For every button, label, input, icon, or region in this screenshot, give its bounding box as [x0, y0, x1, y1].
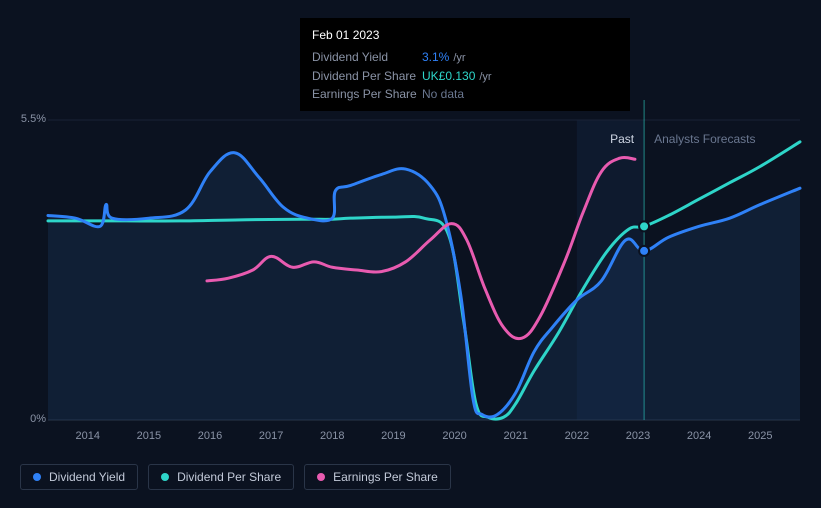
- x-axis-label: 2019: [381, 430, 405, 442]
- legend-item-label: Dividend Per Share: [177, 470, 281, 484]
- tooltip-row: Earnings Per ShareNo data: [312, 85, 618, 103]
- tooltip-row-label: Dividend Yield: [312, 48, 422, 67]
- x-axis-label: 2015: [137, 430, 161, 442]
- tooltip-row-label: Dividend Per Share: [312, 67, 422, 86]
- x-axis-label: 2018: [320, 430, 344, 442]
- chart-tooltip: Feb 01 2023 Dividend Yield3.1%/yrDividen…: [300, 18, 630, 111]
- x-axis-label: 2016: [198, 430, 222, 442]
- x-axis-label: 2022: [565, 430, 589, 442]
- forecast-label: Analysts Forecasts: [654, 132, 755, 146]
- legend-dot-icon: [161, 473, 169, 481]
- x-axis-labels: 2014 2015 2016 2017 2018 2019 2020 2021 2022 2023…: [48, 430, 800, 446]
- legend-item-dividend-per-share[interactable]: Dividend Per Share: [148, 464, 294, 490]
- legend-item-earnings-per-share[interactable]: Earnings Per Share: [304, 464, 451, 490]
- legend-dot-icon: [33, 473, 41, 481]
- tooltip-row-value: UK£0.130: [422, 67, 475, 85]
- y-axis-label: 5.5%: [6, 113, 46, 125]
- chart-legend: Dividend Yield Dividend Per Share Earnings…: [20, 464, 451, 490]
- tooltip-row-unit: /yr: [479, 69, 491, 86]
- past-label: Past: [610, 132, 634, 146]
- dividend-chart: Feb 01 2023 Dividend Yield3.1%/yrDividen…: [0, 0, 821, 508]
- legend-item-dividend-yield[interactable]: Dividend Yield: [20, 464, 138, 490]
- tooltip-row: Dividend Per ShareUK£0.130/yr: [312, 67, 618, 86]
- x-axis-label: 2024: [687, 430, 711, 442]
- x-axis-label: 2021: [503, 430, 527, 442]
- legend-item-label: Dividend Yield: [49, 470, 125, 484]
- x-axis-label: 2020: [442, 430, 466, 442]
- tooltip-row-unit: /yr: [453, 50, 465, 67]
- x-axis-label: 2014: [75, 430, 99, 442]
- x-axis-label: 2017: [259, 430, 283, 442]
- tooltip-row-label: Earnings Per Share: [312, 85, 422, 103]
- x-axis-label: 2023: [626, 430, 650, 442]
- legend-dot-icon: [317, 473, 325, 481]
- tooltip-date: Feb 01 2023: [312, 26, 618, 44]
- tooltip-row: Dividend Yield3.1% /yr: [312, 48, 618, 67]
- y-axis-label: 0%: [6, 413, 46, 425]
- legend-item-label: Earnings Per Share: [333, 470, 438, 484]
- x-axis-label: 2025: [748, 430, 772, 442]
- tooltip-row-value: No data: [422, 85, 464, 103]
- tooltip-row-value: 3.1%: [422, 48, 449, 66]
